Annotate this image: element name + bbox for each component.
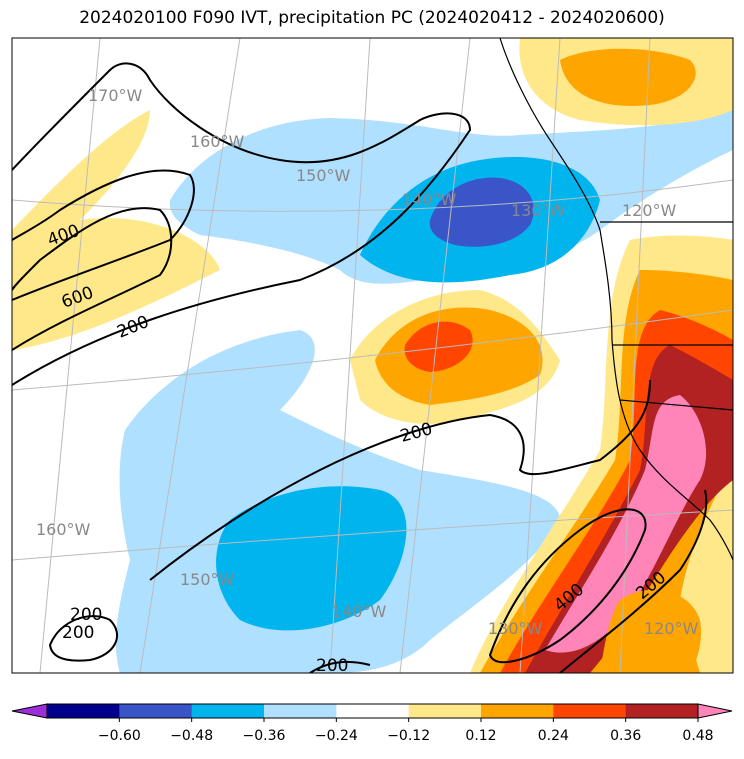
longitude-labels: 170°W 160°W 150°W 140°W 130°W 120°W 160°… <box>36 86 699 638</box>
precip-region-pink-coast <box>545 395 707 653</box>
precip-region-red-central <box>404 321 473 372</box>
parallel-line <box>12 309 733 391</box>
colorbar-extend-max <box>697 703 733 719</box>
ivt-contour-label: 200 <box>62 623 94 643</box>
map-frame-border <box>11 37 734 674</box>
colorbar-tick-label: −0.60 <box>98 728 141 744</box>
colorbar-extend-min <box>11 703 48 719</box>
longitude-label: 120°W <box>622 201 677 220</box>
colorbar-segment <box>264 704 337 718</box>
colorbar-segment <box>408 704 482 718</box>
colorbar-tick-label: −0.12 <box>387 728 430 744</box>
colorbar-segment <box>336 704 410 718</box>
ivt-contour-200-bottom <box>309 660 371 673</box>
longitude-label: 120°W <box>644 619 699 638</box>
colorbar-tick-label: 0.48 <box>682 728 713 744</box>
colorbar-tick-label: 0.36 <box>610 728 641 744</box>
meridian-line <box>399 38 471 673</box>
ivt-contour-200-south <box>559 489 708 673</box>
ivt-contour-200-central <box>149 379 651 581</box>
colorbar-tick-label: −0.36 <box>243 728 286 744</box>
meridian-line <box>329 38 371 673</box>
graticule-layer <box>12 38 733 673</box>
colorbar-segment <box>481 704 554 718</box>
colorbar-segment <box>625 704 699 718</box>
map-title: 2024020100 F090 IVT, precipitation PC (2… <box>79 8 665 28</box>
precip-region-orange-ne <box>560 48 696 106</box>
ivt-contour-200-sw <box>48 615 119 662</box>
colorbar-tick-label: 0.24 <box>538 728 569 744</box>
colorbar-tick-label: 0.12 <box>465 728 496 744</box>
ivt-contour-200-north <box>12 62 472 386</box>
precip-region-orange-south <box>600 589 702 673</box>
ivt-contour-label: 200 <box>316 656 348 676</box>
meridian-line <box>39 38 101 673</box>
precip-region-blue-south <box>216 486 407 631</box>
colorbar-segment <box>119 704 193 718</box>
colorbar-segment <box>191 704 265 718</box>
colorbar-tick-label: −0.48 <box>170 728 213 744</box>
meridian-line <box>139 38 241 673</box>
precip-region-darkblue-north <box>429 177 534 247</box>
longitude-label: 150°W <box>296 166 351 185</box>
longitude-label: 140°W <box>332 602 387 621</box>
ivt-contour-layer <box>12 62 708 673</box>
precip-region-yellow-nw <box>12 110 220 350</box>
precip-fill-layer <box>12 38 733 673</box>
meridian-line <box>519 38 561 673</box>
longitude-label: 140°W <box>402 190 457 209</box>
meridian-line <box>619 38 651 673</box>
coastline-north-america <box>499 38 733 561</box>
ivt-contour-400-north <box>12 169 195 301</box>
parallel-line <box>12 179 733 212</box>
longitude-label: 160°W <box>36 520 91 539</box>
colorbar-segment <box>47 704 120 718</box>
colorbar-ticks: −0.60 −0.48 −0.36 −0.24 −0.12 0.12 0.24 0.36 0.4… <box>98 718 714 744</box>
longitude-label: 160°W <box>190 132 245 151</box>
state-border <box>619 399 733 411</box>
longitude-label: 130°W <box>511 201 566 220</box>
colorbar-segment <box>553 704 627 718</box>
colorbar-outline <box>46 703 699 719</box>
colorbar-tick-label: −0.24 <box>315 728 358 744</box>
parallel-line <box>12 509 733 561</box>
ivt-contour-600-north <box>12 207 173 351</box>
longitude-label: 130°W <box>488 619 543 638</box>
colorbar <box>11 703 733 719</box>
coastline-layer <box>499 38 733 561</box>
longitude-label: 150°W <box>180 570 235 589</box>
ivt-contour-400-south <box>488 508 647 664</box>
longitude-label: 170°W <box>88 86 143 105</box>
ivt-contour-label: 200 <box>70 605 102 625</box>
